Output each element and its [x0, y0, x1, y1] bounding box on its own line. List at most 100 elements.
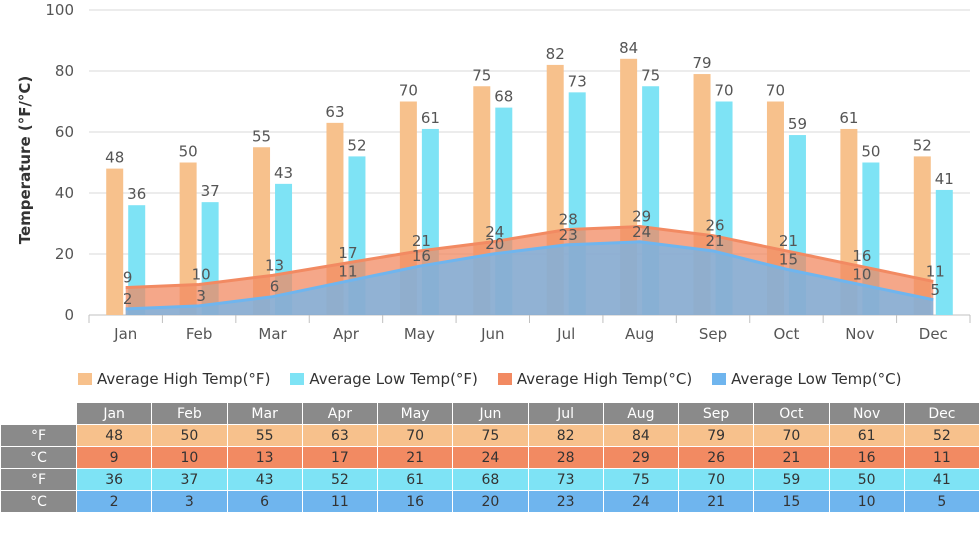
bar-value-label: 41: [935, 170, 954, 188]
area-value-label: 6: [270, 278, 280, 296]
y-tick-label: 40: [55, 184, 74, 202]
area-value-label: 3: [196, 287, 206, 305]
x-tick-label: Dec: [919, 325, 948, 343]
table-cell: 82: [527, 424, 604, 447]
table-cell: 10: [151, 446, 228, 469]
table-month-header: Apr: [301, 402, 379, 425]
table-month-header: Mar: [226, 402, 303, 425]
bar-value-label: 70: [399, 82, 418, 100]
legend-item[interactable]: Average Low Temp(°F): [290, 370, 478, 388]
bar-value-label: 61: [839, 109, 858, 127]
y-tick-label: 100: [45, 1, 74, 19]
table-cell: 70: [677, 468, 755, 491]
table-cell: 52: [903, 424, 980, 447]
bar-value-label: 55: [252, 127, 271, 145]
x-tick-label: Aug: [625, 325, 654, 343]
area-value-label: 17: [338, 244, 357, 262]
area-value-label: 21: [412, 232, 431, 250]
legend-label: Average Low Temp(°F): [309, 370, 478, 388]
bar-value-label: 68: [494, 88, 513, 106]
bar-value-label: 82: [546, 45, 565, 63]
table-cell: 84: [602, 424, 680, 447]
data-table: Jan Feb Mar Apr May Jun Jul Aug Sep Oct Nov Dec °F 48…: [0, 402, 980, 513]
y-tick-label: 20: [55, 245, 74, 263]
area-value-label: 20: [485, 235, 504, 253]
table-cell: 61: [828, 424, 905, 447]
bar: [253, 147, 271, 315]
table-cell: 29: [602, 446, 680, 469]
area-value-label: 21: [705, 232, 724, 250]
area-value-label: 9: [123, 269, 133, 287]
area-value-label: 24: [632, 223, 651, 241]
legend-item[interactable]: Average High Temp(°C): [497, 370, 692, 388]
legend-item[interactable]: Average Low Temp(°C): [712, 370, 902, 388]
table-cell: 21: [677, 490, 755, 513]
table-month-header: Oct: [753, 402, 830, 425]
area-value-label: 13: [265, 256, 284, 274]
table-cell: 11: [301, 490, 379, 513]
area-series: [125, 225, 934, 315]
table-cell: 17: [301, 446, 379, 469]
bar-value-label: 48: [105, 149, 124, 167]
y-axis-title: Temperature (°F/°C): [16, 76, 34, 245]
bar-value-label: 43: [274, 164, 293, 182]
table-cell: 59: [753, 468, 830, 491]
table-cell: 2: [75, 490, 153, 513]
table-month-header: Jul: [527, 402, 604, 425]
area-value-label: 10: [192, 266, 211, 284]
table-corner: [0, 402, 77, 425]
x-tick-label: Jun: [480, 325, 504, 343]
x-tick-label: Sep: [699, 325, 727, 343]
table-cell: 75: [452, 424, 529, 447]
bar-value-label: 59: [788, 115, 807, 133]
table-cell: 52: [301, 468, 379, 491]
legend-item[interactable]: Average High Temp(°F): [78, 370, 270, 388]
table-month-header: Jan: [75, 402, 153, 425]
table-cell: 3: [151, 490, 228, 513]
table-cell: 79: [677, 424, 755, 447]
table-cell: 21: [753, 446, 830, 469]
table-cell: 50: [151, 424, 228, 447]
legend-swatch: [497, 373, 512, 385]
area-value-label: 26: [705, 217, 724, 235]
bar-value-label: 63: [325, 103, 344, 121]
table-month-header: Sep: [677, 402, 755, 425]
bar: [935, 189, 953, 315]
table-row-unit: °C: [0, 446, 77, 469]
table-cell: 20: [452, 490, 529, 513]
table-month-header: Aug: [602, 402, 680, 425]
table-cell: 16: [376, 490, 454, 513]
x-tick-label: Apr: [333, 325, 360, 343]
area-value-label: 16: [852, 247, 871, 265]
bar-value-label: 52: [347, 136, 366, 154]
table-cell: 37: [151, 468, 228, 491]
bar-value-label: 36: [127, 185, 146, 203]
table-cell: 75: [602, 468, 680, 491]
table-cell: 24: [452, 446, 529, 469]
table-cell: 16: [828, 446, 905, 469]
legend-swatch: [78, 373, 92, 385]
table-row: °C 9 10 13 17 21 24 28 29 26 21 16 11: [0, 446, 980, 469]
table-header-row: Jan Feb Mar Apr May Jun Jul Aug Sep Oct Nov Dec: [0, 402, 980, 425]
chart-legend: Average High Temp(°F) Average Low Temp(°F…: [78, 367, 922, 391]
x-tick-label: Mar: [258, 325, 287, 343]
x-tick-label: Feb: [186, 325, 213, 343]
x-tick-label: Nov: [845, 325, 874, 343]
table-cell: 9: [75, 446, 153, 469]
table-cell: 26: [677, 446, 755, 469]
temperature-chart: 0 20 40 60 80 100 Temperature (°F/°C) 48 50 55 6…: [16, 1, 971, 343]
area-value-label: 2: [123, 290, 133, 308]
table-cell: 6: [226, 490, 303, 513]
x-tick-label: Jan: [113, 325, 137, 343]
table-cell: 70: [753, 424, 830, 447]
bar: [913, 156, 931, 315]
bar-value-label: 50: [179, 143, 198, 161]
area-value-label: 21: [779, 232, 798, 250]
legend-swatch: [712, 373, 727, 385]
bar: [106, 168, 124, 315]
table-cell: 23: [527, 490, 604, 513]
table-cell: 55: [226, 424, 303, 447]
area-line: [125, 225, 934, 290]
table-cell: 13: [226, 446, 303, 469]
legend-label: Average High Temp(°F): [97, 370, 271, 388]
